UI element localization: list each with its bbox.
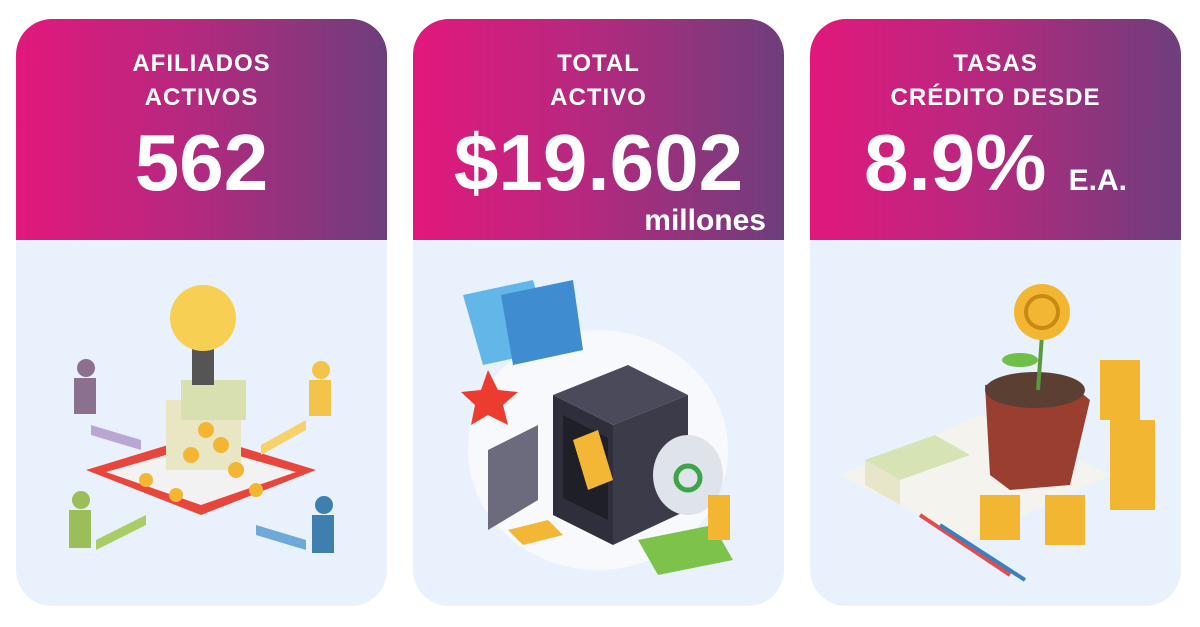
title-line: ACTIVO	[550, 84, 647, 111]
safe-gold-cards-illustration	[461, 280, 733, 575]
rate-value: 8.9%	[864, 118, 1047, 207]
plant-coins-illustration	[840, 284, 1155, 582]
card-value: $19.602	[453, 118, 744, 207]
card-header: TOTAL ACTIVO $19.602 millones	[413, 19, 784, 240]
title-line: TOTAL	[557, 50, 640, 77]
card-title: TOTAL ACTIVO	[413, 47, 784, 115]
rate-unit: E.A.	[1068, 164, 1127, 197]
title-line: TASAS	[953, 50, 1038, 77]
idea-money-people-illustration	[69, 285, 334, 553]
card-value: 8.9% E.A.	[810, 123, 1181, 219]
title-line: ACTIVOS	[144, 84, 259, 111]
card-afiliados-activos: AFILIADOS ACTIVOS 562	[16, 19, 387, 606]
card-tasas-credito: TASAS CRÉDITO DESDE 8.9% E.A.	[810, 19, 1181, 606]
card-header: AFILIADOS ACTIVOS 562	[16, 19, 387, 240]
card-unit: millones	[644, 204, 766, 237]
card-header: TASAS CRÉDITO DESDE 8.9% E.A.	[810, 19, 1181, 240]
title-line: AFILIADOS	[132, 50, 271, 77]
card-title: TASAS CRÉDITO DESDE	[810, 47, 1181, 115]
card-title: AFILIADOS ACTIVOS	[16, 47, 387, 115]
card-value: 562	[134, 118, 269, 207]
card-total-activo: TOTAL ACTIVO $19.602 millones	[413, 19, 784, 606]
title-line: CRÉDITO DESDE	[890, 84, 1101, 111]
